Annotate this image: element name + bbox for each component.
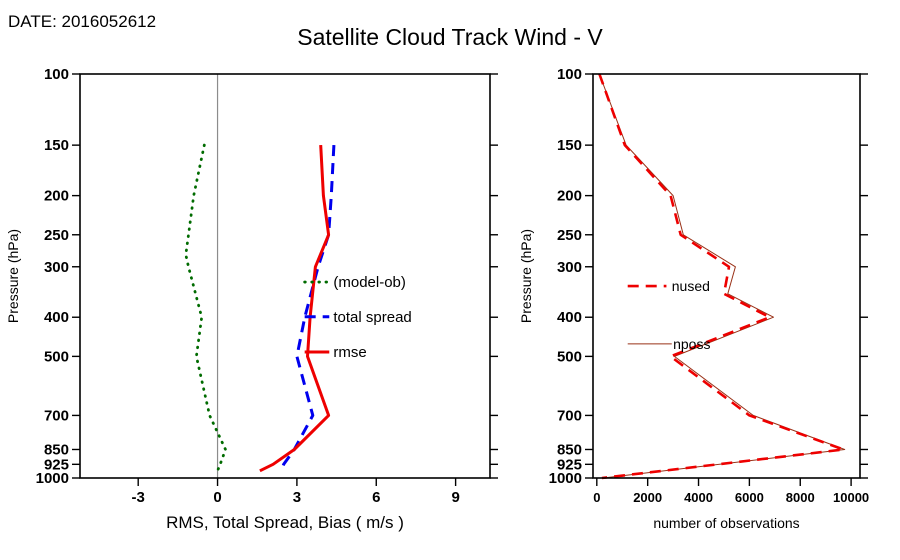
y-tick-label: 250 [44, 227, 69, 244]
x-tick-label: 4000 [684, 490, 713, 505]
x-axis-label: number of observations [653, 515, 799, 531]
y-tick-label: 400 [44, 309, 69, 326]
x-axis-label: RMS, Total Spread, Bias ( m/s ) [166, 513, 404, 532]
y-tick-label: 1000 [36, 470, 69, 487]
y-tick-label: 100 [557, 66, 582, 83]
x-tick-label: 2000 [633, 490, 662, 505]
y-axis-label: Pressure (hPa) [518, 229, 534, 323]
legend-label-rmse: rmse [333, 344, 366, 361]
x-tick-label: 6000 [735, 490, 764, 505]
y-tick-label: 150 [557, 137, 582, 154]
y-tick-label: 700 [557, 407, 582, 424]
y-tick-label: 200 [557, 188, 582, 205]
page-title: Satellite Cloud Track Wind - V [297, 24, 603, 50]
y-tick-label: 300 [557, 259, 582, 276]
left-chart: -3 0 3 6 9 100 150 200 250 300 400 500 700 8509251000… [5, 66, 498, 532]
series-nused [598, 73, 845, 480]
y-tick-label: 850 [44, 441, 69, 458]
legend-label-total-spread: total spread [333, 309, 411, 326]
x-tick-label: 6 [372, 489, 380, 506]
x-tick-label: 10000 [833, 490, 869, 505]
y-tick-label: 925 [44, 456, 69, 473]
x-tick-label: 3 [293, 489, 301, 506]
legend-label-nused: nused [672, 278, 710, 294]
series-rmse [259, 145, 331, 473]
x-tick-label: 0 [213, 489, 221, 506]
series-total-spread [279, 145, 336, 472]
y-tick-label: 500 [557, 348, 582, 365]
y-tick-label: 700 [44, 407, 69, 424]
series-model-ob [184, 143, 227, 473]
y-tick-label: 400 [557, 309, 582, 326]
x-tick-label: 9 [451, 489, 459, 506]
x-tick-label: 0 [593, 490, 600, 505]
x-tick-label: 8000 [786, 490, 815, 505]
y-tick-label: 300 [44, 259, 69, 276]
y-tick-label: 925 [557, 456, 582, 473]
series-nposs [598, 73, 846, 479]
legend-label-model-ob: (model-ob) [333, 274, 406, 291]
y-tick-label: 1000 [549, 470, 582, 487]
y-tick-label: 250 [557, 227, 582, 244]
y-tick-label: 850 [557, 441, 582, 458]
y-tick-label: 500 [44, 348, 69, 365]
x-tick-label: -3 [132, 489, 145, 506]
y-tick-label: 100 [44, 66, 69, 83]
right-chart: 0 2000 4000 6000 8000 10000 100 150 200 250 300 400… [518, 66, 869, 531]
y-tick-label: 150 [44, 137, 69, 154]
y-tick-label: 200 [44, 188, 69, 205]
legend-label-nposs: nposs [673, 336, 710, 352]
plot-frame [79, 73, 491, 479]
y-axis-label: Pressure (hPa) [5, 229, 21, 323]
plot-frame [592, 73, 861, 479]
date-label: DATE: 2016052612 [8, 12, 157, 31]
